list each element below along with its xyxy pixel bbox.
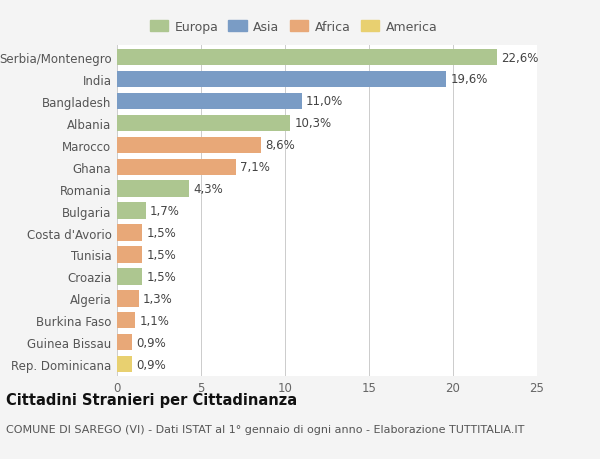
Bar — [117, 181, 189, 197]
Bar — [117, 72, 446, 88]
Bar — [117, 159, 236, 176]
Bar — [117, 291, 139, 307]
Text: 1,1%: 1,1% — [140, 314, 170, 327]
Bar — [117, 356, 132, 373]
Text: 8,6%: 8,6% — [266, 139, 295, 152]
Text: 1,7%: 1,7% — [150, 205, 179, 218]
Text: 0,9%: 0,9% — [136, 358, 166, 371]
Text: 7,1%: 7,1% — [241, 161, 271, 174]
Text: 11,0%: 11,0% — [306, 95, 343, 108]
Bar — [117, 50, 497, 66]
Text: Cittadini Stranieri per Cittadinanza: Cittadini Stranieri per Cittadinanza — [6, 392, 297, 408]
Bar — [117, 269, 142, 285]
Bar — [117, 334, 132, 351]
Text: 0,9%: 0,9% — [136, 336, 166, 349]
Bar — [117, 203, 146, 219]
Bar — [117, 94, 302, 110]
Bar — [117, 115, 290, 132]
Text: 1,5%: 1,5% — [146, 248, 176, 261]
Bar — [117, 137, 262, 154]
Text: 22,6%: 22,6% — [501, 51, 538, 64]
Bar — [117, 225, 142, 241]
Bar — [117, 246, 142, 263]
Text: 1,5%: 1,5% — [146, 227, 176, 240]
Text: COMUNE DI SAREGO (VI) - Dati ISTAT al 1° gennaio di ogni anno - Elaborazione TUT: COMUNE DI SAREGO (VI) - Dati ISTAT al 1°… — [6, 425, 524, 435]
Text: 19,6%: 19,6% — [451, 73, 488, 86]
Legend: Europa, Asia, Africa, America: Europa, Asia, Africa, America — [147, 18, 440, 36]
Text: 1,5%: 1,5% — [146, 270, 176, 283]
Text: 10,3%: 10,3% — [294, 117, 331, 130]
Text: 1,3%: 1,3% — [143, 292, 173, 305]
Bar — [117, 313, 136, 329]
Text: 4,3%: 4,3% — [193, 183, 223, 196]
